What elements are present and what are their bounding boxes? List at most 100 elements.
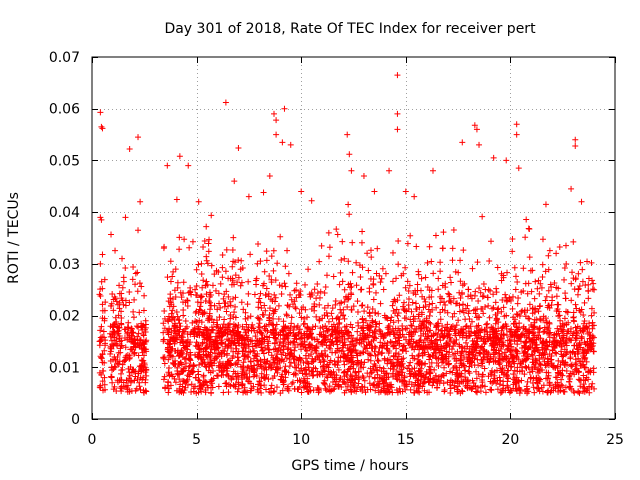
data-point <box>311 286 318 293</box>
data-point <box>285 344 292 351</box>
data-point <box>97 382 104 389</box>
data-point <box>207 306 214 313</box>
data-point <box>458 357 465 364</box>
data-point <box>480 281 487 288</box>
data-point <box>164 162 171 169</box>
data-point <box>260 350 267 357</box>
data-point <box>99 378 106 385</box>
data-point <box>442 301 449 308</box>
data-point <box>395 353 402 360</box>
data-point <box>545 287 552 294</box>
data-point <box>522 326 529 333</box>
data-point <box>541 324 548 331</box>
data-point <box>481 340 488 347</box>
data-point <box>219 274 226 281</box>
data-point <box>166 326 173 333</box>
data-point <box>348 373 355 380</box>
data-point <box>266 305 273 312</box>
data-point <box>469 349 476 356</box>
data-point <box>215 383 222 390</box>
data-point <box>305 266 312 273</box>
data-point <box>378 275 385 282</box>
data-point <box>319 315 326 322</box>
data-point <box>193 282 200 289</box>
data-point <box>562 295 569 302</box>
data-point <box>349 335 356 342</box>
data-point <box>213 340 220 347</box>
data-point <box>534 346 541 353</box>
data-point <box>217 304 224 311</box>
data-point <box>212 350 219 357</box>
data-point <box>126 355 133 362</box>
data-point <box>318 242 325 249</box>
data-point <box>315 338 322 345</box>
data-point <box>143 372 150 379</box>
data-point <box>198 299 205 306</box>
data-point <box>98 278 105 285</box>
data-point <box>484 294 491 301</box>
data-point <box>499 297 506 304</box>
data-point <box>409 352 416 359</box>
data-point <box>118 343 125 350</box>
data-point <box>288 320 295 327</box>
data-point <box>401 342 408 349</box>
y-tick-label: 0.03 <box>49 257 80 273</box>
data-point <box>265 293 272 300</box>
data-point <box>332 349 339 356</box>
data-point <box>207 292 214 299</box>
data-point <box>451 355 458 362</box>
data-point <box>255 241 262 248</box>
data-point <box>564 309 571 316</box>
data-point <box>263 257 270 264</box>
data-point <box>256 378 263 385</box>
data-point <box>230 321 237 328</box>
data-point <box>316 258 323 265</box>
data-point <box>261 268 268 275</box>
data-point <box>254 365 261 372</box>
data-point <box>555 312 562 319</box>
data-point <box>465 310 472 317</box>
data-point <box>371 375 378 382</box>
data-point <box>321 347 328 354</box>
data-point <box>503 294 510 301</box>
data-point <box>406 282 413 289</box>
data-point <box>500 304 507 311</box>
data-point <box>405 296 412 303</box>
data-point <box>474 338 481 345</box>
data-point <box>349 338 356 345</box>
data-point <box>116 305 123 312</box>
data-point <box>233 345 240 352</box>
data-point <box>199 340 206 347</box>
data-point <box>556 312 563 319</box>
data-point <box>409 355 416 362</box>
data-point <box>239 374 246 381</box>
data-point <box>453 367 460 374</box>
data-point <box>337 269 344 276</box>
data-point <box>454 374 461 381</box>
data-point <box>98 354 105 361</box>
data-point <box>339 344 346 351</box>
data-point <box>298 389 305 396</box>
data-point <box>444 321 451 328</box>
data-point <box>487 287 494 294</box>
data-point <box>185 162 192 169</box>
data-point <box>418 275 425 282</box>
data-point <box>408 333 415 340</box>
data-point <box>232 303 239 310</box>
data-point <box>470 379 477 386</box>
data-point <box>291 386 298 393</box>
data-point <box>403 381 410 388</box>
data-point <box>195 198 202 205</box>
data-point <box>531 295 538 302</box>
data-point <box>277 390 284 397</box>
data-point <box>532 278 539 285</box>
data-point <box>570 314 577 321</box>
data-point <box>207 378 214 385</box>
data-point <box>504 382 511 389</box>
data-point <box>485 350 492 357</box>
data-point <box>274 360 281 367</box>
data-point <box>485 302 492 309</box>
data-point <box>489 305 496 312</box>
data-point <box>161 373 168 380</box>
data-point <box>341 339 348 346</box>
